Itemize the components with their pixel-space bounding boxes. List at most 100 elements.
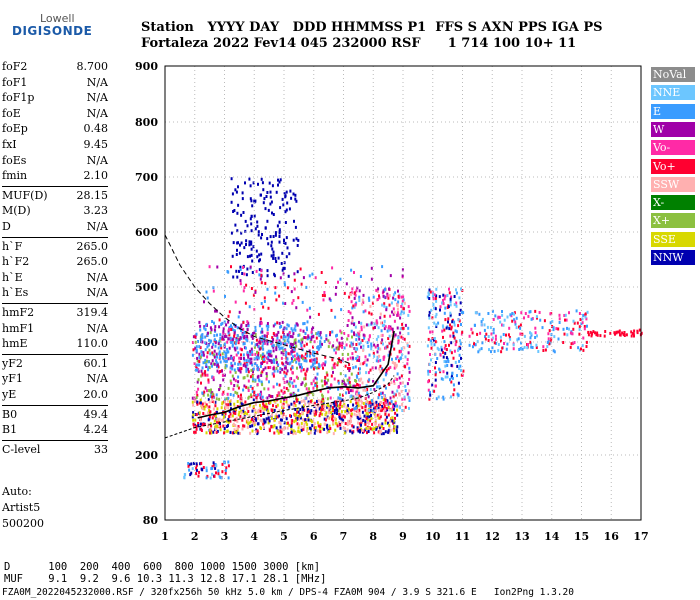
echo-point [381, 338, 384, 342]
echo-point [201, 407, 204, 411]
echo-point [367, 371, 370, 375]
echo-point [263, 296, 266, 300]
echo-point [377, 385, 380, 389]
echo-point [269, 359, 272, 363]
panel-separator [2, 439, 108, 441]
echo-point [399, 312, 402, 316]
echo-point [408, 406, 410, 410]
y-tick-label: 600 [135, 226, 158, 239]
echo-point [396, 408, 398, 412]
echo-point [455, 288, 457, 292]
echo-point [251, 424, 254, 428]
echo-point [234, 348, 237, 352]
echo-point [493, 341, 496, 345]
echo-point [633, 334, 635, 338]
echo-point [408, 370, 411, 374]
echo-point [191, 353, 194, 357]
echo-point [215, 411, 218, 415]
echo-point [234, 300, 237, 304]
echo-point [241, 403, 244, 407]
echo-point [445, 348, 448, 351]
echo-point [268, 401, 271, 405]
echo-point [513, 312, 515, 316]
echo-point [343, 291, 346, 295]
echo-point [547, 332, 550, 336]
echo-point [359, 362, 362, 366]
echo-point [311, 327, 314, 331]
echo-point [274, 231, 277, 235]
echo-point [582, 336, 585, 340]
echo-point [382, 401, 385, 405]
echo-point [564, 313, 567, 317]
echo-point [304, 356, 307, 360]
x-tick-label: 7 [340, 530, 348, 543]
echo-point [623, 334, 626, 337]
echo-point [499, 335, 502, 339]
echo-point [216, 363, 219, 367]
echo-point [195, 468, 198, 472]
echo-point [294, 431, 297, 435]
echo-point [404, 405, 407, 409]
echo-point [444, 351, 447, 355]
echo-point [460, 310, 463, 314]
echo-point [459, 339, 461, 343]
echo-point [381, 368, 384, 372]
echo-point [247, 370, 250, 374]
param-value: 265.0 [76, 239, 109, 253]
echo-point [516, 338, 519, 342]
echo-point [366, 431, 368, 435]
echo-point [234, 424, 237, 428]
echo-point [362, 333, 365, 337]
echo-point [243, 362, 246, 366]
echo-point [250, 287, 253, 290]
echo-point [365, 426, 368, 430]
echo-point [190, 471, 193, 475]
echo-point [317, 346, 320, 350]
echo-point [208, 409, 211, 412]
echo-point [198, 470, 200, 474]
echo-point [242, 424, 245, 428]
echo-point [544, 348, 547, 352]
echo-point [316, 385, 319, 388]
echo-point [384, 397, 387, 401]
echo-point [274, 401, 277, 405]
echo-point [288, 362, 291, 366]
echo-point [203, 326, 206, 330]
echo-point [216, 418, 219, 421]
echo-point [427, 337, 430, 341]
echo-point [231, 431, 234, 435]
echo-point [291, 301, 294, 305]
echo-point [195, 466, 198, 470]
echo-point [282, 331, 285, 335]
echo-point [313, 426, 316, 430]
echo-point [261, 406, 264, 410]
echo-point [316, 332, 319, 336]
echo-point [443, 328, 446, 332]
param-key: foF1 [2, 75, 28, 89]
echo-point [200, 461, 203, 465]
echo-point [225, 355, 228, 358]
echo-point [258, 273, 261, 277]
echo-point [217, 365, 220, 369]
echo-point [372, 427, 375, 431]
echo-point [336, 363, 339, 367]
echo-point [227, 420, 230, 424]
echo-point [382, 290, 385, 293]
echo-point [234, 324, 237, 328]
echo-point [283, 192, 286, 196]
echo-point [304, 402, 307, 406]
echo-point [220, 322, 223, 326]
echo-point [449, 349, 452, 353]
echo-point [314, 410, 317, 414]
echo-point [578, 325, 581, 329]
echo-point [273, 424, 276, 428]
echo-point [230, 356, 233, 360]
echo-point [336, 398, 339, 402]
echo-point [263, 405, 266, 409]
echo-point [357, 383, 360, 387]
echo-point [347, 310, 350, 313]
echo-point [201, 372, 204, 376]
echo-point [583, 325, 586, 328]
echo-point [195, 413, 198, 417]
echo-point [256, 342, 259, 346]
